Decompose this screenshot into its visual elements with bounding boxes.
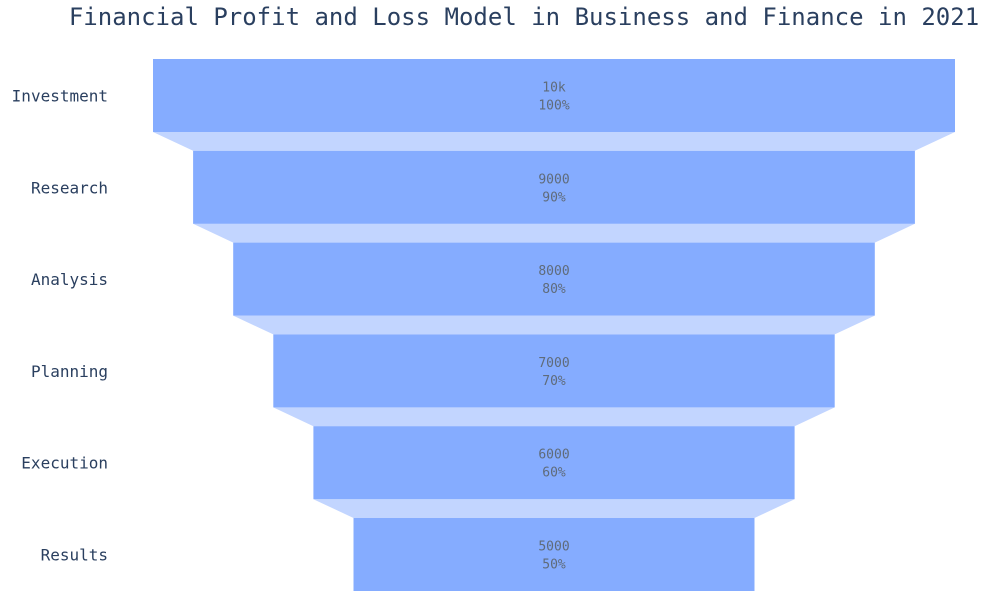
funnel-bar-investment (153, 59, 955, 132)
funnel-connector (153, 132, 955, 151)
funnel-connectors (153, 132, 955, 518)
stage-label: Analysis (31, 270, 108, 289)
stage-label: Results (41, 546, 108, 565)
funnel-bars (153, 59, 955, 591)
percent-label: 90% (542, 190, 566, 205)
value-label: 5000 (538, 540, 569, 555)
funnel-connector (233, 315, 875, 335)
percent-label: 70% (542, 374, 566, 389)
percent-label: 100% (538, 99, 569, 114)
funnel-connector (273, 407, 835, 427)
stage-label: Planning (31, 362, 108, 381)
value-label: 9000 (538, 172, 569, 187)
value-label: 8000 (538, 264, 569, 279)
percent-label: 50% (542, 558, 566, 573)
funnel-bar-research (193, 150, 915, 224)
funnel-bar-analysis (233, 242, 875, 316)
value-label: 6000 (538, 448, 569, 463)
chart-title: Financial Profit and Loss Model in Busin… (69, 3, 979, 31)
funnel-connector (193, 223, 915, 243)
stage-labels: Investment Research Analysis Planning Execut… (12, 87, 108, 565)
funnel-bar-execution (313, 426, 795, 500)
stage-label: Research (31, 178, 108, 197)
funnel-bar-results (353, 518, 755, 591)
funnel-connector (313, 499, 795, 518)
bar-labels: 10k 100% 9000 90% 8000 80% 7000 70% 6000 60% 5000 5… (538, 81, 569, 573)
stage-label: Execution (21, 454, 108, 473)
funnel-bar-planning (273, 334, 835, 408)
percent-label: 80% (542, 282, 566, 297)
value-label: 7000 (538, 356, 569, 371)
stage-label: Investment (12, 87, 108, 106)
value-label: 10k (542, 81, 566, 96)
percent-label: 60% (542, 466, 566, 481)
